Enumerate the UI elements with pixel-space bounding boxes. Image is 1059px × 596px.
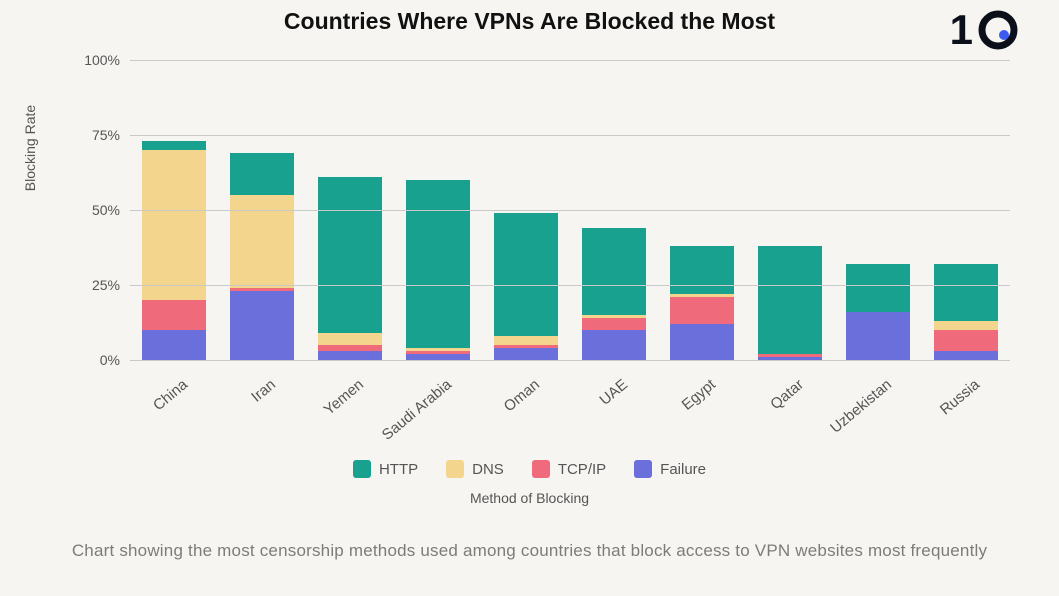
y-tick: 25% <box>92 277 120 293</box>
x-tick-label: Iran <box>248 376 279 406</box>
x-tick-label: Qatar <box>767 376 807 413</box>
x-tick-label: Yemen <box>321 376 367 419</box>
x-axis-label: Method of Blocking <box>0 490 1059 506</box>
y-axis-label: Blocking Rate <box>22 105 38 191</box>
bar-segment <box>142 330 205 360</box>
legend-item-http: HTTP <box>353 460 418 478</box>
logo-text: 1 <box>950 6 973 54</box>
bar-segment <box>670 324 733 360</box>
bar-iran <box>230 153 293 360</box>
bar-uae <box>582 228 645 360</box>
brand-logo: 1 <box>950 6 1019 54</box>
legend-swatch <box>353 460 371 478</box>
bar-yemen <box>318 177 381 360</box>
legend-label: Failure <box>660 461 706 478</box>
bar-segment <box>494 213 557 336</box>
gridline <box>130 135 1010 136</box>
logo-ring-icon <box>977 9 1019 51</box>
bar-uzbekistan <box>846 264 909 360</box>
legend-swatch <box>532 460 550 478</box>
bar-segment <box>670 297 733 324</box>
bar-segment <box>846 264 909 312</box>
legend-swatch <box>446 460 464 478</box>
bar-russia <box>934 264 997 360</box>
legend-item-tcpip: TCP/IP <box>532 460 606 478</box>
legend-swatch <box>634 460 652 478</box>
legend-item-failure: Failure <box>634 460 706 478</box>
x-tick-label: China <box>150 376 191 414</box>
x-tick-label: Oman <box>501 376 543 415</box>
y-tick: 0% <box>100 352 120 368</box>
bar-saudi-arabia <box>406 180 469 360</box>
bar-segment <box>934 330 997 351</box>
bar-egypt <box>670 246 733 360</box>
gridline <box>130 285 1010 286</box>
bar-segment <box>230 153 293 195</box>
gridline <box>130 210 1010 211</box>
x-tick-label: UAE <box>596 376 631 409</box>
bar-segment <box>846 312 909 360</box>
x-tick-label: Egypt <box>679 376 719 414</box>
bar-segment <box>318 177 381 333</box>
legend-item-dns: DNS <box>446 460 504 478</box>
bar-segment <box>142 150 205 300</box>
bar-segment <box>406 180 469 348</box>
legend-label: TCP/IP <box>558 461 606 478</box>
bar-segment <box>758 246 821 354</box>
bar-segment <box>142 300 205 330</box>
legend-label: HTTP <box>379 461 418 478</box>
y-tick: 75% <box>92 127 120 143</box>
x-axis-labels: China Iran Yemen Saudi Arabia Oman UAE Egypt Qa… <box>130 370 1010 470</box>
bar-segment <box>582 330 645 360</box>
bar-segment <box>318 351 381 360</box>
bar-segment <box>230 195 293 288</box>
bar-segment <box>494 348 557 360</box>
bar-segment <box>318 333 381 345</box>
gridline <box>130 360 1010 361</box>
chart-title: Countries Where VPNs Are Blocked the Mos… <box>0 8 1059 35</box>
chart-caption: Chart showing the most censorship method… <box>0 540 1059 562</box>
chart-frame: Countries Where VPNs Are Blocked the Mos… <box>0 0 1059 596</box>
legend-label: DNS <box>472 461 504 478</box>
bar-segment <box>582 228 645 315</box>
y-tick: 50% <box>92 202 120 218</box>
bar-segment <box>582 318 645 330</box>
bar-segment <box>934 264 997 321</box>
plot-area: 0%25%50%75%100% <box>130 60 1010 360</box>
bar-china <box>142 141 205 360</box>
x-tick-label: Saudi Arabia <box>379 376 455 444</box>
legend: HTTP DNS TCP/IP Failure <box>0 460 1059 478</box>
gridline <box>130 60 1010 61</box>
bar-segment <box>494 336 557 345</box>
bar-qatar <box>758 246 821 360</box>
x-tick-label: Uzbekistan <box>827 376 895 437</box>
x-tick-label: Russia <box>937 376 983 419</box>
chart-area: 0%25%50%75%100% <box>70 60 1010 360</box>
bar-segment <box>142 141 205 150</box>
bar-segment <box>670 246 733 294</box>
bar-segment <box>934 351 997 360</box>
y-tick: 100% <box>84 52 120 68</box>
bar-oman <box>494 213 557 360</box>
bar-segment <box>934 321 997 330</box>
bar-segment <box>230 291 293 360</box>
